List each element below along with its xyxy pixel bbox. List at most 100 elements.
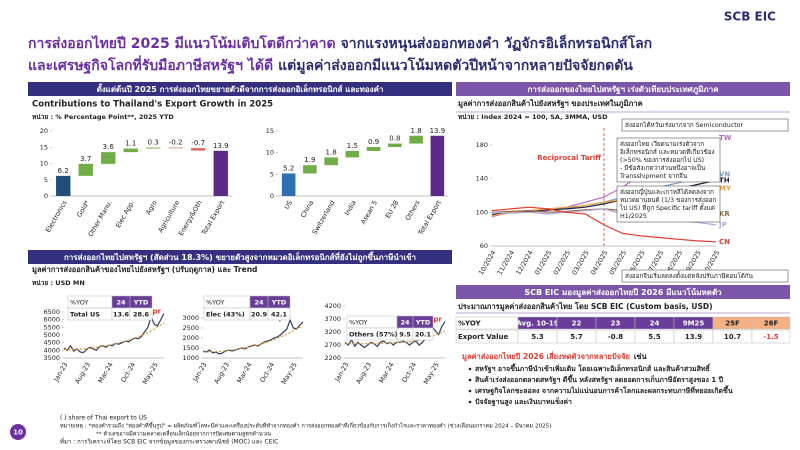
y-tick-label: 0 [270, 192, 274, 200]
bar [213, 150, 228, 196]
unit: หน่วย : USD MN [32, 279, 85, 287]
x-tick-label: US [283, 199, 294, 211]
table-text: YTD [271, 299, 287, 307]
table-text: %YOY [349, 319, 368, 327]
annotation-text: หมวดยานยนต์ (1/3 ของการส่งออก [620, 196, 717, 204]
x-tick-label: Elec App. [114, 199, 136, 229]
x-tick-label: 11/2024 [496, 249, 516, 276]
y-tick-label: 2200 [324, 354, 341, 362]
bar [366, 147, 381, 151]
table-text: 10.7 [724, 333, 741, 341]
y-tick-label: 20 [40, 127, 48, 135]
data-label: -0.2 [169, 139, 183, 147]
y-tick-label: 3500 [43, 354, 60, 362]
bar [281, 173, 296, 196]
x-tick-label: 04/2025 [589, 249, 609, 276]
risk-item: สินค้าเร่งส่งออกตลาดสหรัฐฯ ดีขึ้น หลังสห… [474, 373, 723, 385]
annotation: Apr [428, 316, 442, 324]
data-label: 3.6 [103, 143, 115, 151]
bar [78, 163, 93, 176]
table-text: 24 [116, 299, 126, 307]
banner [456, 285, 790, 299]
y-tick-label: 10 [40, 160, 48, 168]
bar [168, 147, 183, 149]
series-line [203, 325, 304, 353]
y-tick-label: 4500 [43, 339, 60, 347]
y-tick-label: 6000 [43, 316, 60, 324]
table-cell [751, 329, 791, 344]
table-text: YTD [133, 299, 149, 307]
subtitle: ประมาณการมูลค่าส่งออกสินค้าไทย โดย SCB E… [458, 301, 713, 312]
y-tick-label: 0 [44, 192, 48, 200]
logo: SCB EIC [724, 10, 776, 24]
x-tick-label: EU 28 [384, 199, 401, 220]
bar [430, 135, 445, 196]
bar [191, 148, 206, 151]
x-tick-label: 02/2025 [552, 249, 572, 276]
table-text: 5.5 [648, 333, 661, 341]
data-label: 0.3 [148, 139, 159, 147]
annotation: Apr [147, 308, 161, 316]
footnote: ** ตัวเลขอาจมีความคลาดเคลื่อนเล็กน้อยจาก… [96, 430, 271, 438]
table-text: Avg. 10-19 [516, 320, 558, 328]
x-tick-label: Mar-24 [235, 361, 253, 384]
data-label: -0.7 [191, 139, 205, 147]
table-text: 20.9 [251, 311, 268, 319]
x-tick-label: Asean 5 [359, 199, 379, 226]
table-text: 42.1 [271, 311, 288, 319]
x-tick-label: Others [404, 198, 422, 221]
table-cell [129, 307, 153, 321]
y-tick-label: 60 [480, 242, 488, 250]
y-tick-label: 4000 [43, 346, 60, 354]
y-tick-label: 140 [476, 175, 488, 183]
data-label: 0.9 [368, 138, 379, 146]
annotation-text: H1/2025 [620, 213, 647, 220]
data-label: 3.7 [80, 155, 91, 163]
banner-text: ตั้งแต่ต้นปี 2025 การส่งออกไทยขยายตัวดีจ… [97, 83, 384, 94]
risk-heading-part: มูลค่าส่งออกไทยปี 2026 เสี่ยงหดตัวจากหลา… [462, 350, 630, 362]
series-line [63, 313, 165, 354]
table-text: -0.8 [608, 333, 623, 341]
annotation-box [621, 269, 789, 283]
x-tick-label: May-25 [422, 361, 441, 386]
x-tick-label: Gold* [75, 198, 91, 218]
table-text: 13.9 [685, 333, 702, 341]
table-text: 13.6 [113, 311, 130, 319]
unit: หน่วย : Index 2024 = 100, SA, 3MMA, USD [458, 113, 608, 121]
y-tick-label: 100 [476, 208, 488, 216]
subtitle: มูลค่าการส่งออกสินค้าไปยังสหรัฐฯ ของประเ… [458, 98, 643, 109]
title-line: และเศรษฐกิจโลกที่รับมือภาษีสหรัฐฯ ได้ดี แ… [28, 55, 633, 75]
x-tick-label: Oct-24 [119, 361, 137, 384]
banner [28, 82, 452, 96]
table-text: 9.5 [399, 331, 411, 339]
data-label: 1.8 [326, 148, 337, 156]
risk-heading-part: เช่น [634, 352, 648, 361]
series-label: TH [719, 176, 730, 184]
y-tick-label: 1500 [182, 344, 199, 352]
table-text: %YOY [206, 299, 225, 307]
table-cell [267, 307, 291, 321]
annotation-text: Transshipment จากจีน [619, 172, 688, 180]
bar [123, 148, 138, 153]
bar [388, 143, 402, 148]
unit: หน่วย : % Percentage Point**, 2025 YTD [32, 113, 174, 121]
footnote: ( ) share of Thai export to US [60, 415, 147, 422]
table-text: Export Value [458, 333, 508, 341]
series-line [64, 322, 165, 351]
y-tick-label: 2700 [324, 341, 341, 349]
table-text: 23 [611, 320, 621, 328]
table-cell [751, 316, 791, 330]
y-tick-label: 3000 [182, 314, 199, 322]
y-tick-label: 15 [266, 127, 274, 135]
y-tick-label: 15 [40, 143, 48, 151]
x-tick-label: Aug-23 [354, 361, 373, 385]
x-tick-label: Aug-23 [212, 361, 231, 385]
x-tick-label: Agro [144, 199, 158, 216]
y-tick-label: 6500 [43, 308, 60, 316]
x-tick-label: Jan-23 [52, 361, 70, 384]
x-tick-label: Switzerland [311, 199, 337, 236]
y-tick-label: 2500 [182, 324, 199, 332]
x-tick-label: Agriculture [156, 199, 181, 234]
x-tick-label: Aug-23 [73, 361, 92, 385]
